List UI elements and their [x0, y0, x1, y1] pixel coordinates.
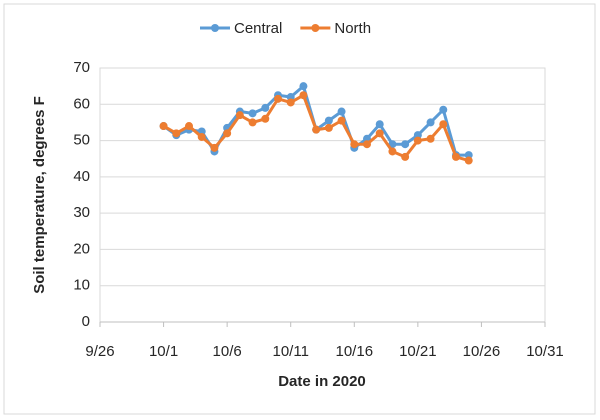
point: [337, 107, 346, 116]
point: [426, 118, 435, 127]
point: [210, 143, 219, 152]
point: [248, 118, 257, 127]
point: [388, 147, 397, 156]
point: [439, 120, 448, 129]
point: [350, 140, 359, 149]
point: [439, 105, 448, 114]
y-tick-label: 50: [73, 132, 90, 149]
point: [464, 156, 473, 165]
y-tick-label: 0: [82, 313, 90, 330]
point: [413, 136, 422, 145]
point: [337, 116, 346, 125]
y-tick-label: 20: [73, 240, 90, 257]
chart-frame: [3, 3, 596, 415]
x-tick-label: 10/6: [213, 343, 242, 360]
point: [248, 109, 257, 118]
point: [286, 98, 295, 107]
point: [261, 103, 270, 112]
point: [401, 152, 410, 161]
point: [197, 132, 206, 141]
point: [324, 123, 333, 132]
point: [235, 111, 244, 120]
y-tick-label: 10: [73, 277, 90, 294]
x-tick-label: 10/21: [399, 343, 437, 360]
point: [375, 120, 384, 129]
y-tick-label: 70: [73, 59, 90, 76]
point: [363, 140, 371, 149]
point: [401, 140, 410, 149]
legend-marker: [311, 24, 320, 32]
legend-marker: [211, 24, 219, 32]
point: [261, 114, 270, 123]
point: [223, 129, 232, 138]
y-tick-label: 60: [73, 95, 90, 112]
x-tick-label: 10/1: [149, 343, 178, 360]
point: [274, 94, 282, 103]
legend-label: North: [334, 20, 371, 37]
x-axis-title: Date in 2020: [278, 373, 366, 390]
y-tick-label: 40: [73, 168, 90, 185]
point: [324, 116, 333, 125]
point: [159, 122, 168, 131]
x-tick-label: 10/16: [336, 343, 374, 360]
point: [299, 82, 308, 91]
x-tick-label: 10/11: [272, 343, 308, 360]
point: [452, 152, 460, 161]
legend-label: Central: [234, 20, 282, 37]
y-tick-label: 30: [73, 204, 90, 221]
x-tick-label: 10/31: [526, 343, 564, 360]
point: [172, 129, 181, 138]
point: [426, 134, 435, 143]
point: [185, 122, 193, 131]
point: [375, 129, 384, 138]
point: [299, 91, 308, 100]
x-tick-label: 10/26: [463, 343, 501, 360]
x-tick-label: 9/26: [85, 343, 114, 360]
y-axis-title: Soil temperature, degrees F: [31, 96, 48, 294]
point: [312, 125, 321, 134]
